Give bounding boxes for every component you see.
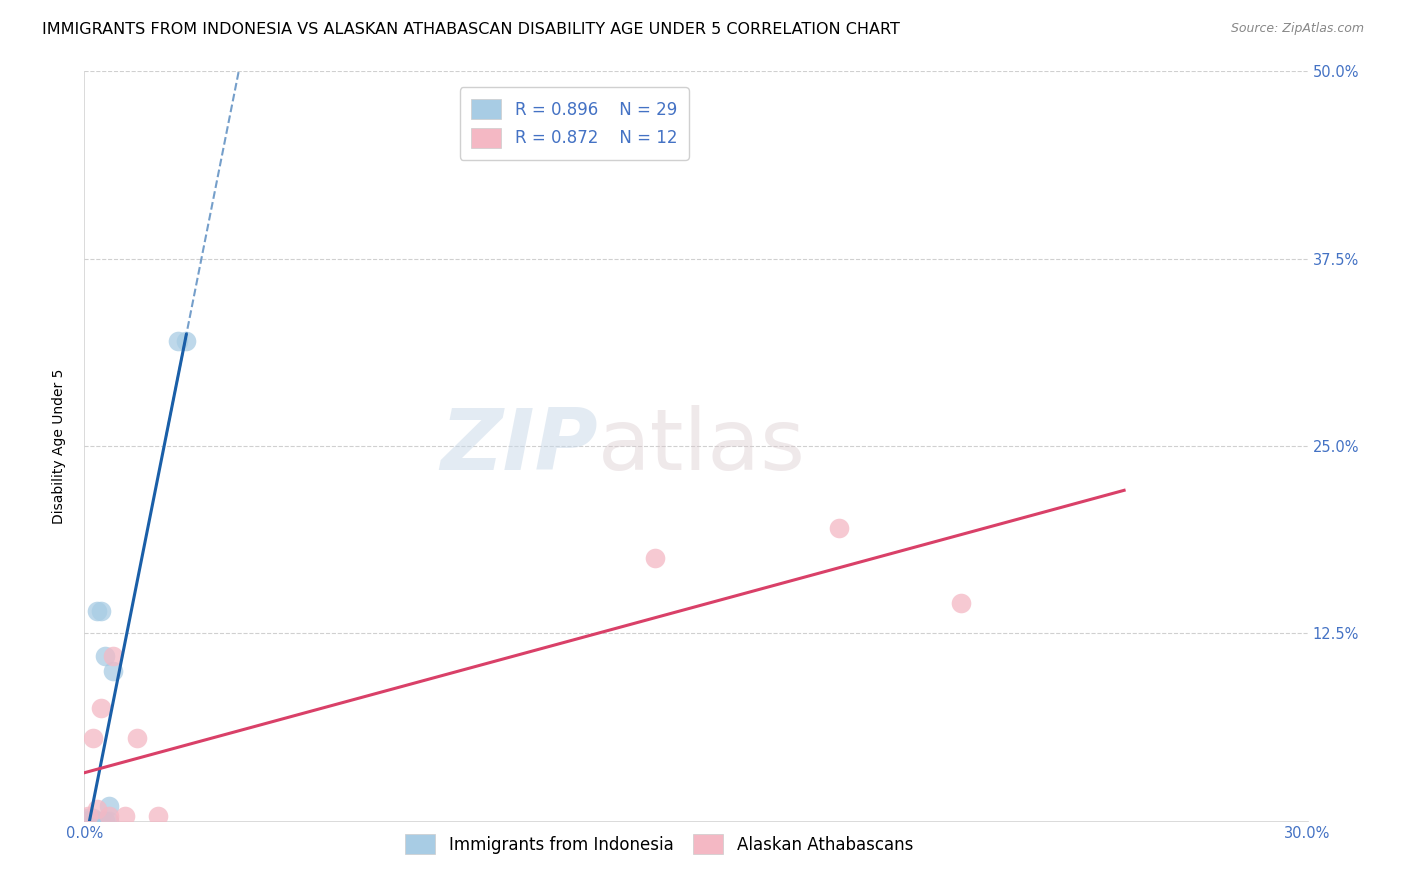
Point	[77, 814, 100, 828]
Point	[86, 814, 108, 828]
Y-axis label: Disability Age Under 5: Disability Age Under 5	[52, 368, 66, 524]
Text: atlas: atlas	[598, 404, 806, 488]
Point	[127, 731, 149, 746]
Point	[90, 701, 112, 715]
Point	[77, 814, 100, 828]
Point	[167, 334, 190, 348]
Point	[77, 814, 100, 828]
Point	[76, 814, 98, 828]
Legend: Immigrants from Indonesia, Alaskan Athabascans: Immigrants from Indonesia, Alaskan Athab…	[399, 828, 920, 861]
Point	[82, 731, 104, 746]
Point	[75, 814, 97, 828]
Text: IMMIGRANTS FROM INDONESIA VS ALASKAN ATHABASCAN DISABILITY AGE UNDER 5 CORRELATI: IMMIGRANTS FROM INDONESIA VS ALASKAN ATH…	[42, 22, 900, 37]
Point	[93, 648, 115, 663]
Point	[97, 798, 120, 813]
Point	[101, 648, 124, 663]
Point	[79, 814, 101, 828]
Point	[86, 814, 108, 828]
Point	[82, 814, 104, 828]
Point	[93, 814, 115, 828]
Point	[114, 809, 136, 823]
Point	[146, 809, 169, 823]
Point	[86, 802, 108, 816]
Point	[950, 596, 973, 610]
Point	[77, 814, 100, 828]
Point	[82, 811, 104, 825]
Point	[93, 814, 115, 828]
Point	[77, 814, 100, 828]
Point	[644, 551, 666, 566]
Point	[77, 809, 100, 823]
Point	[828, 521, 851, 535]
Point	[82, 814, 104, 828]
Point	[77, 814, 100, 828]
Text: Source: ZipAtlas.com: Source: ZipAtlas.com	[1230, 22, 1364, 36]
Point	[97, 809, 120, 823]
Point	[75, 814, 97, 828]
Point	[86, 604, 108, 618]
Point	[97, 814, 120, 828]
Point	[77, 811, 100, 825]
Point	[90, 604, 112, 618]
Point	[86, 814, 108, 828]
Point	[101, 664, 124, 678]
Text: ZIP: ZIP	[440, 404, 598, 488]
Point	[174, 334, 197, 348]
Point	[90, 814, 112, 828]
Point	[82, 814, 104, 828]
